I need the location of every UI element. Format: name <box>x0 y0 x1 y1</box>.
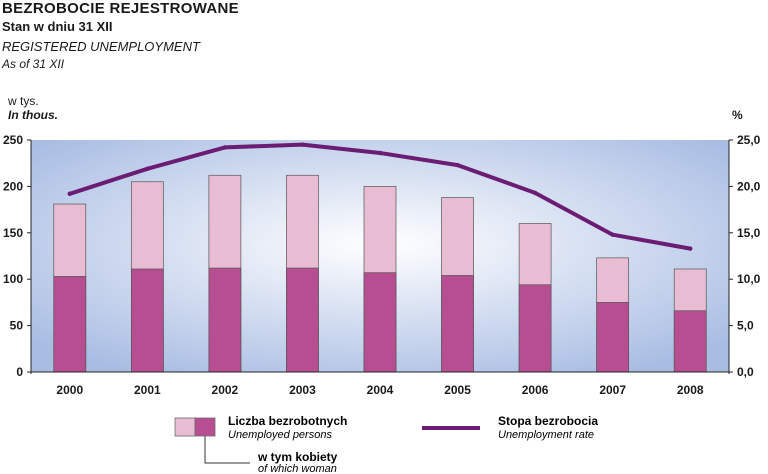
bar-women-2002 <box>208 267 242 373</box>
x-tick-label-2006: 2006 <box>522 383 549 397</box>
x-tick-label-2004: 2004 <box>367 383 394 397</box>
y2-tick-label: 15,0 <box>737 226 761 240</box>
legend-women-leader <box>204 436 250 464</box>
bar-women-2007 <box>596 302 630 373</box>
legend-women-label: w tym kobiety <box>257 450 338 464</box>
x-tick-label-2005: 2005 <box>444 383 471 397</box>
legend-total-label: Liczba bezrobotnych <box>228 414 347 428</box>
y-tick-label: 50 <box>10 319 24 333</box>
rate-point-2005 <box>455 162 460 168</box>
legend-women-swatch <box>194 417 216 437</box>
y-tick-label: 0 <box>16 365 23 379</box>
x-tick-label-2003: 2003 <box>289 383 316 397</box>
legend-line-label: Stopa bezrobocia <box>498 414 598 428</box>
bar-women-2005 <box>441 275 474 373</box>
rate-point-2000 <box>67 191 72 197</box>
x-tick-label-2000: 2000 <box>56 383 83 397</box>
rate-point-2001 <box>145 166 150 171</box>
chart-subtitle: Stan w dniu 31 XII <box>2 19 113 34</box>
rate-point-2006 <box>532 190 538 196</box>
y2-tick-label: 5,0 <box>737 319 754 333</box>
bar-women-2008 <box>673 310 707 373</box>
legend-total-label-en: Unemployed persons <box>228 429 332 441</box>
y-tick-label: 150 <box>3 226 23 240</box>
x-tick-label-2001: 2001 <box>134 383 161 397</box>
chart-subtitle-en: As of 31 XII <box>2 57 65 71</box>
legend-total-swatch <box>174 417 196 437</box>
bar-women-2003 <box>286 267 319 373</box>
chart-title-en: REGISTERED UNEMPLOYMENT <box>2 39 200 54</box>
bar-women-2006 <box>518 284 552 373</box>
y-tick-label: 250 <box>3 133 23 147</box>
y-tick-label: 200 <box>3 179 23 193</box>
rate-point-2008 <box>688 246 693 251</box>
y2-tick-label: 25,0 <box>737 133 761 147</box>
chart-title: BEZROBOCIE REJESTROWANE <box>2 0 239 17</box>
rate-point-2002 <box>222 145 228 150</box>
y2-tick-label: 0,0 <box>737 365 754 379</box>
left-axis-unit-en: In thous. <box>8 108 58 122</box>
rate-point-2003 <box>300 142 305 147</box>
right-axis-unit: % <box>732 108 743 122</box>
rate-point-2007 <box>610 232 615 237</box>
bar-women-2004 <box>363 272 397 373</box>
x-tick-label-2002: 2002 <box>212 383 239 397</box>
y2-tick-label: 10,0 <box>737 272 761 286</box>
rate-point-2004 <box>377 150 383 156</box>
legend-women-label-en: of which woman <box>258 463 337 474</box>
legend-line-label-en: Unemployment rate <box>498 429 594 441</box>
bar-women-2001 <box>130 268 164 373</box>
x-tick-label-2008: 2008 <box>677 383 704 397</box>
legend: Liczba bezrobotnych Unemployed persons w… <box>174 414 598 474</box>
left-axis-unit: w tys. <box>8 94 39 108</box>
x-tick-label-2007: 2007 <box>599 383 626 397</box>
y2-tick-label: 20,0 <box>737 179 761 193</box>
bar-women-2000 <box>53 276 87 373</box>
y-tick-label: 100 <box>3 272 23 286</box>
